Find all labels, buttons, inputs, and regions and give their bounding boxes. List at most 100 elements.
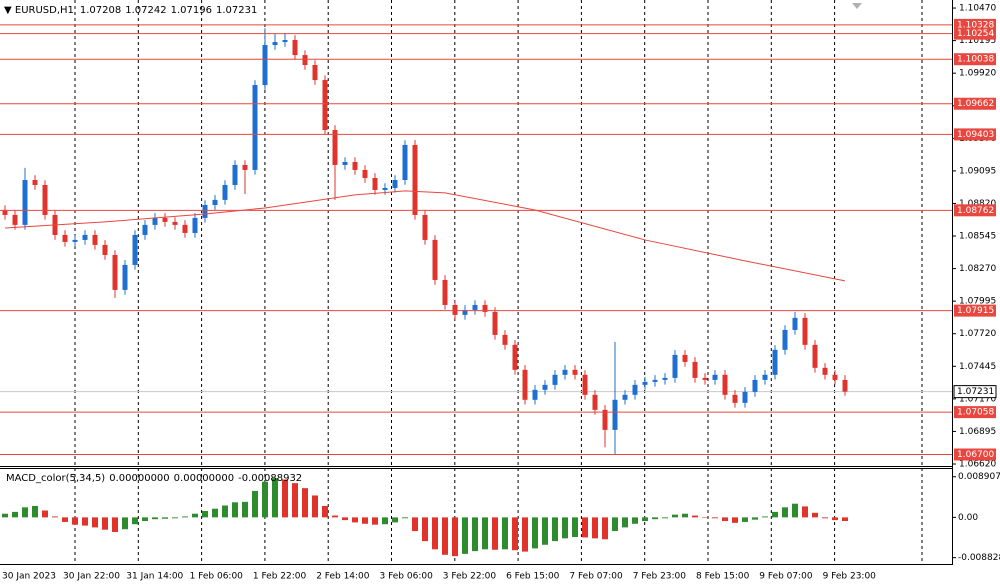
macd-bar [432,517,438,550]
macd-bar [592,517,598,539]
close: 1.07231 [216,5,257,16]
macd-bar [652,517,658,520]
macd-bar [242,501,248,518]
macd-bar [102,517,108,530]
macd-bar [452,517,458,557]
macd-bar [272,478,278,518]
candle-body [502,334,508,345]
macd-bar [2,513,8,518]
macd-bar [462,517,468,554]
candle-body [472,304,478,310]
candle-body [212,199,218,205]
candle-body [612,399,618,430]
candle-body [202,204,208,218]
candle-body [602,409,608,430]
candle-body [672,354,678,378]
macd-bar [382,517,388,525]
candle-body [392,180,398,188]
macd-bar [732,517,738,523]
high: 1.07242 [125,5,166,16]
macd-bar [132,517,138,525]
candle-body [372,177,378,190]
macd-bar [372,517,378,525]
x-tick-label: 31 Jan 14:00 [126,572,183,582]
macd-bar [562,517,568,539]
macd-bar [692,515,698,518]
macd-bar [532,517,538,549]
candle-body [342,162,348,165]
level-label: 1.07915 [957,306,994,316]
candle-body [102,244,108,255]
macd-bar [702,517,708,518]
candle-body [402,144,408,181]
candle-body [742,391,748,403]
macd-bar [222,505,228,518]
candle-body [822,367,828,375]
macd-bar [662,517,668,519]
macd-bar [302,488,308,518]
macd-bar [642,517,648,522]
candle-body [572,369,578,375]
candle-body [122,264,128,290]
level-label: 1.06700 [957,450,994,460]
macd-bar [722,517,728,522]
candle-body [812,344,818,368]
level-label: 1.08762 [957,206,994,216]
candle-body [2,209,8,215]
macd-bar [72,517,78,525]
candle-body [842,379,848,392]
candle-body [792,317,798,330]
collapse-icon[interactable]: ▼ [4,5,15,16]
candle-body [562,369,568,375]
level-tag [954,304,996,317]
candle-body [652,379,658,382]
candle-body [92,234,98,245]
candle-body [832,374,838,380]
macd-bar [602,517,608,540]
candle-body [322,80,328,131]
candle-body [622,394,628,400]
level-label: 1.09403 [957,130,994,140]
macd-bar [622,517,628,528]
macd-bar [612,517,618,532]
candle-body [782,329,788,350]
scroll-icon[interactable] [852,3,862,9]
candle-body [22,180,28,225]
macd-bar [842,517,848,522]
candle-body [282,40,288,43]
level-tag [954,128,996,141]
candle-body [702,377,708,380]
candle-body [662,377,668,380]
macd-bar [332,515,338,518]
macd-bar [742,517,748,522]
macd-bar [42,510,48,518]
candle-body [262,45,268,86]
candle-body [482,304,488,312]
macd-bar [762,516,768,518]
candle-body [452,304,458,315]
current-price-tag [953,385,997,399]
y-tick-label: 1.09095 [959,166,996,176]
macd-bar [292,483,298,518]
candle-body [32,180,38,185]
y-tick-label: 1.08545 [959,232,996,242]
x-tick-label: 1 Feb 06:00 [190,572,244,582]
x-tick-label: 7 Feb 23:00 [633,572,687,582]
candle-body [412,144,418,215]
candle-body [492,311,498,335]
level-tag [954,448,996,461]
candle-body [802,317,808,345]
y-tick-label: 1.10470 [959,4,996,14]
macd-bar [632,517,638,524]
macd-bar [672,514,678,518]
low: 1.07196 [171,5,212,16]
level-tag [954,53,996,66]
candle-body [62,234,68,242]
candle-body [312,65,318,81]
level-label: 1.09662 [957,99,994,109]
candle-body [42,184,48,215]
candle-body [442,279,448,305]
macd-bar [282,479,288,518]
candle-body [682,354,688,362]
candle-body [762,374,768,380]
